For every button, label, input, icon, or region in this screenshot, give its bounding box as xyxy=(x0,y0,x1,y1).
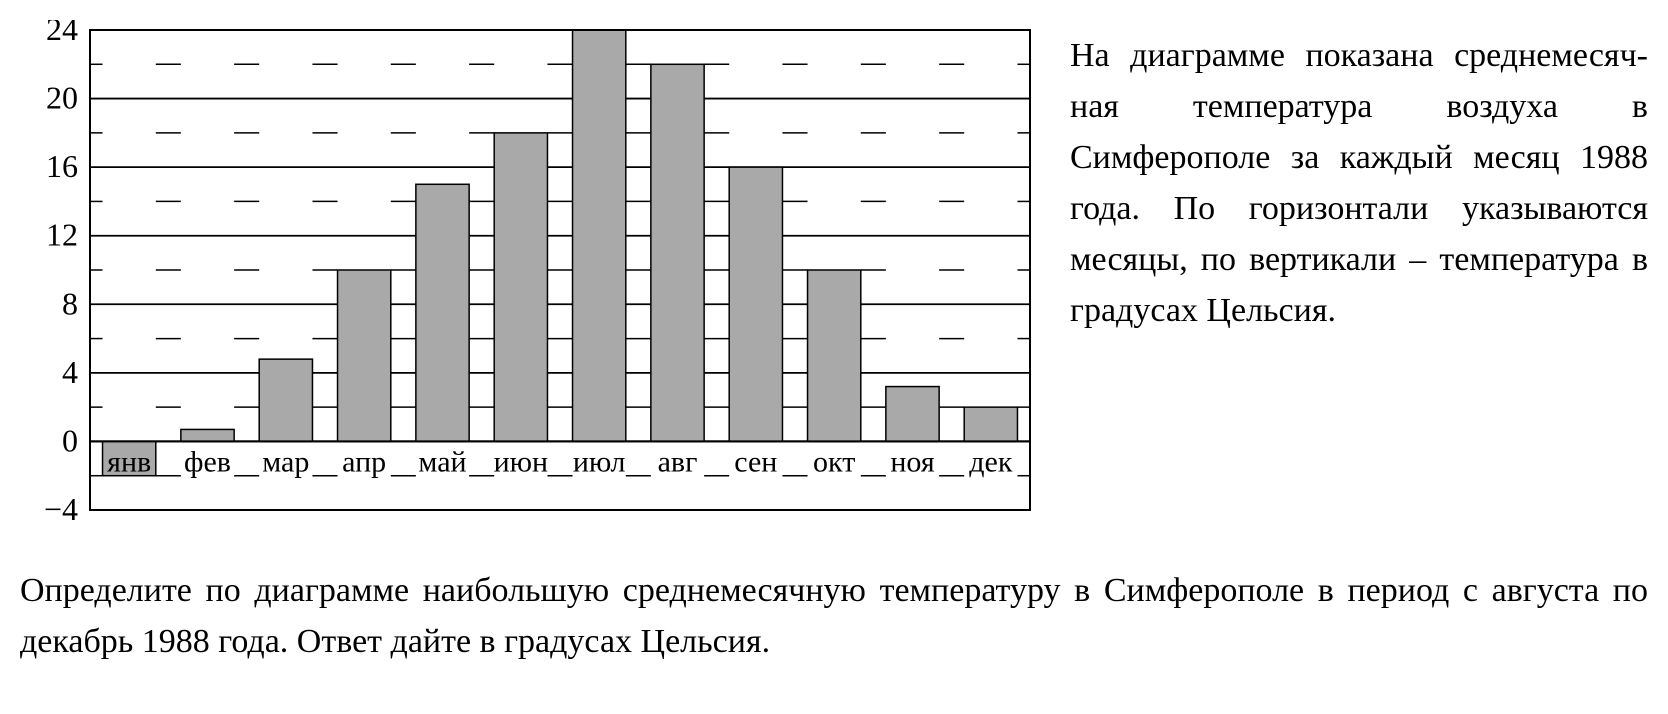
svg-text:12: 12 xyxy=(46,217,78,253)
svg-text:апр: апр xyxy=(342,445,386,478)
svg-text:24: 24 xyxy=(46,20,78,47)
question-text: Определите по диаграмме наибольшую средн… xyxy=(20,565,1648,667)
svg-text:20: 20 xyxy=(46,80,78,116)
svg-text:янв: янв xyxy=(107,445,151,478)
svg-text:8: 8 xyxy=(62,285,78,321)
svg-text:дек: дек xyxy=(969,445,1013,478)
svg-text:окт: окт xyxy=(813,445,855,478)
svg-text:−4: −4 xyxy=(44,491,78,527)
svg-text:июл: июл xyxy=(573,445,626,478)
svg-text:авг: авг xyxy=(658,445,698,478)
svg-text:сен: сен xyxy=(734,445,777,478)
svg-text:4: 4 xyxy=(62,354,78,390)
svg-text:16: 16 xyxy=(46,148,78,184)
content-wrapper: −4 0 4 8 12 16 20 24 янвфевмарапрмайиюниюлавг сен… xyxy=(20,20,1648,540)
temperature-chart: −4 0 4 8 12 16 20 24 янвфевмарапрмайиюниюлавг сен… xyxy=(20,20,1040,540)
side-description: На диаграмме по­ка­за­на среднемесяч­ная… xyxy=(1070,20,1648,336)
svg-text:мар: мар xyxy=(262,445,309,478)
svg-text:июн: июн xyxy=(494,445,549,478)
svg-text:0: 0 xyxy=(62,422,78,458)
svg-text:май: май xyxy=(418,445,466,478)
svg-text:фев: фев xyxy=(184,445,231,478)
svg-text:ноя: ноя xyxy=(890,445,934,478)
